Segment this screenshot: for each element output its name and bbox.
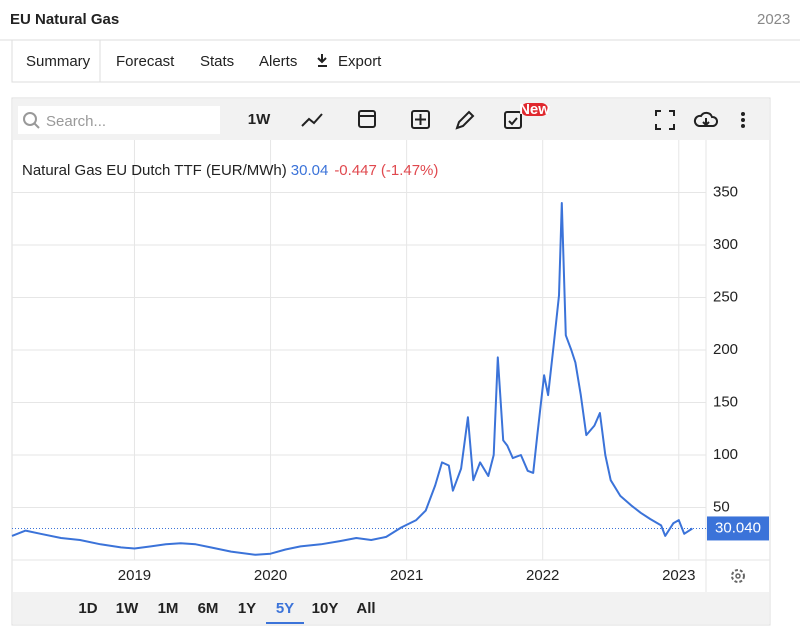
quote-change: -0.447 <box>334 162 377 179</box>
page-title: EU Natural Gas <box>10 11 119 28</box>
y-tick-label: 100 <box>713 446 738 463</box>
tabs: Summary Forecast Stats Alerts Export <box>26 53 382 70</box>
range-button[interactable]: 1D <box>78 600 97 617</box>
y-tick-label: 300 <box>713 236 738 253</box>
search-placeholder[interactable]: Search... <box>46 113 106 130</box>
download-icon[interactable] <box>693 111 719 127</box>
range-button[interactable]: 6M <box>198 600 219 617</box>
date: 2023 <box>757 11 790 28</box>
active-tab[interactable] <box>11 39 101 83</box>
events-icon <box>508 117 518 126</box>
search-icon <box>23 112 37 126</box>
plot: 50 100 150 200 250 300 350 2019 2020 2021 2022 2023… <box>11 140 769 584</box>
line-type-icon[interactable] <box>301 113 323 127</box>
calendar-icon[interactable] <box>358 110 376 128</box>
tab[interactable]: Stats <box>200 53 234 70</box>
tab[interactable]: Forecast <box>116 53 175 70</box>
range-bar <box>13 592 769 624</box>
x-tick-label: 2022 <box>526 567 559 584</box>
new-badge-text: New <box>519 101 550 118</box>
last-price-label: 30.040 <box>715 519 761 536</box>
search-box[interactable] <box>18 106 220 134</box>
x-tick-label: 2021 <box>390 567 423 584</box>
range-button[interactable]: 1M <box>158 600 179 617</box>
x-tick-label: 2019 <box>118 567 151 584</box>
chart-frame <box>11 97 771 626</box>
settings-icon <box>735 573 741 579</box>
settings-icon[interactable] <box>731 569 745 583</box>
quote-name: Natural Gas EU Dutch TTF (EUR/MWh) <box>22 162 287 179</box>
add-icon <box>415 114 426 125</box>
range-button[interactable]: 1Y <box>238 600 256 617</box>
range-button[interactable]: All <box>356 600 375 617</box>
interval-button[interactable]: 1W <box>248 111 271 128</box>
tab[interactable]: Export <box>338 53 382 70</box>
menu-icon[interactable] <box>741 112 745 116</box>
y-tick-label: 250 <box>713 288 738 305</box>
tab[interactable]: Summary <box>26 53 91 70</box>
y-tick-label: 150 <box>713 393 738 410</box>
x-tick-label: 2020 <box>254 567 287 584</box>
price-line <box>11 202 693 556</box>
search-icon <box>33 122 40 129</box>
menu-icon <box>741 118 745 122</box>
x-tick-label: 2023 <box>662 567 695 584</box>
menu-icon <box>741 124 745 128</box>
fullscreen-icon[interactable] <box>655 110 675 130</box>
y-tick-label: 200 <box>713 341 738 358</box>
draw-icon[interactable] <box>455 110 475 130</box>
quote-percent: (-1.47%) <box>381 162 439 179</box>
range-button[interactable]: 5Y <box>276 600 294 617</box>
export-icon <box>317 54 327 67</box>
range-button[interactable]: 10Y <box>312 600 339 617</box>
ranges: 1D 1W 1M 6M 1Y 5Y 10Y All <box>78 600 376 624</box>
events-icon[interactable] <box>504 111 522 129</box>
y-tick-label: 50 <box>713 498 730 515</box>
add-icon[interactable] <box>411 110 430 129</box>
quote-price: 30.04 <box>291 162 329 179</box>
range-button[interactable]: 1W <box>116 600 139 617</box>
last-price-box <box>707 516 769 541</box>
y-tick-label: 350 <box>713 183 738 200</box>
new-badge <box>521 103 548 116</box>
tab[interactable]: Alerts <box>259 53 297 70</box>
